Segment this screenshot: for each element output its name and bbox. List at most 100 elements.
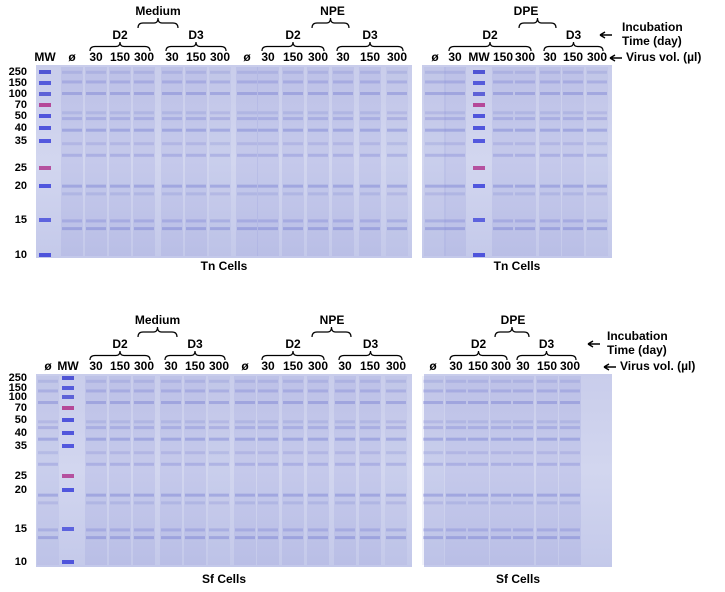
- brace: [137, 17, 179, 29]
- band: [86, 493, 106, 497]
- lane: [236, 67, 258, 256]
- marker-band: [39, 218, 51, 222]
- band: [161, 401, 181, 405]
- marker-band: [473, 114, 485, 118]
- band: [283, 142, 303, 146]
- band: [537, 401, 557, 405]
- band: [210, 184, 230, 188]
- lane-label: 150: [185, 359, 205, 373]
- band: [537, 501, 557, 505]
- band: [468, 389, 488, 393]
- band: [333, 219, 353, 223]
- band: [386, 501, 406, 505]
- band: [360, 153, 380, 157]
- band: [360, 111, 380, 115]
- band: [308, 426, 328, 430]
- band: [513, 437, 533, 441]
- band: [235, 462, 255, 466]
- band: [387, 227, 407, 231]
- mw-label: 70: [15, 402, 27, 414]
- brace: [516, 350, 577, 361]
- lane-label: 30: [449, 359, 463, 373]
- band: [38, 401, 58, 405]
- band: [387, 142, 407, 146]
- band: [308, 128, 328, 132]
- band: [210, 117, 230, 121]
- band: [162, 92, 182, 96]
- band: [186, 80, 206, 84]
- band: [560, 426, 580, 430]
- band: [235, 379, 255, 383]
- band: [446, 426, 466, 430]
- band: [563, 153, 583, 157]
- band: [110, 401, 130, 405]
- band: [258, 493, 278, 497]
- lane: [586, 67, 608, 256]
- band: [161, 389, 181, 393]
- mw-label: 250: [9, 66, 27, 78]
- band: [425, 70, 445, 74]
- band: [209, 389, 229, 393]
- band: [134, 379, 154, 383]
- band: [468, 426, 488, 430]
- band: [161, 536, 181, 540]
- band: [283, 426, 303, 430]
- mw-label: 40: [15, 427, 27, 439]
- band: [360, 379, 380, 383]
- band: [386, 379, 406, 383]
- band: [587, 92, 607, 96]
- band: [162, 80, 182, 84]
- lane-label: 30: [516, 359, 530, 373]
- mw-label: 100: [9, 88, 27, 100]
- band: [425, 92, 445, 96]
- marker-band: [39, 114, 51, 118]
- band: [446, 536, 466, 540]
- band: [360, 227, 380, 231]
- band: [515, 70, 535, 74]
- band: [134, 528, 154, 532]
- band: [162, 128, 182, 132]
- band: [134, 219, 154, 223]
- band: [515, 219, 535, 223]
- lane: [282, 67, 304, 256]
- band: [134, 462, 154, 466]
- band: [235, 501, 255, 505]
- band: [185, 451, 205, 455]
- band: [587, 128, 607, 132]
- band: [360, 80, 380, 84]
- band: [563, 219, 583, 223]
- band: [185, 420, 205, 424]
- lane: [307, 376, 329, 565]
- band: [162, 111, 182, 115]
- band: [162, 184, 182, 188]
- brace: [518, 17, 557, 29]
- lane-label: 300: [515, 50, 535, 64]
- band: [425, 111, 445, 115]
- marker-band: [39, 70, 51, 74]
- band: [237, 153, 257, 157]
- band: [110, 153, 130, 157]
- lane: [85, 67, 107, 256]
- gel: [422, 65, 612, 258]
- band: [387, 117, 407, 121]
- band: [386, 426, 406, 430]
- band: [560, 420, 580, 424]
- lane: [536, 376, 558, 565]
- band: [468, 528, 488, 532]
- band: [445, 92, 465, 96]
- brace: [261, 350, 325, 361]
- band: [540, 153, 560, 157]
- band: [237, 227, 257, 231]
- band: [491, 501, 511, 505]
- band: [110, 117, 130, 121]
- band: [308, 184, 328, 188]
- arrow: [609, 54, 622, 62]
- marker-band: [62, 560, 74, 564]
- band: [86, 401, 106, 405]
- marker-band: [473, 139, 485, 143]
- band: [110, 184, 130, 188]
- mw-label: 25: [15, 162, 27, 174]
- marker-band: [62, 376, 74, 380]
- brace: [261, 41, 325, 52]
- day-label: D2: [285, 337, 301, 351]
